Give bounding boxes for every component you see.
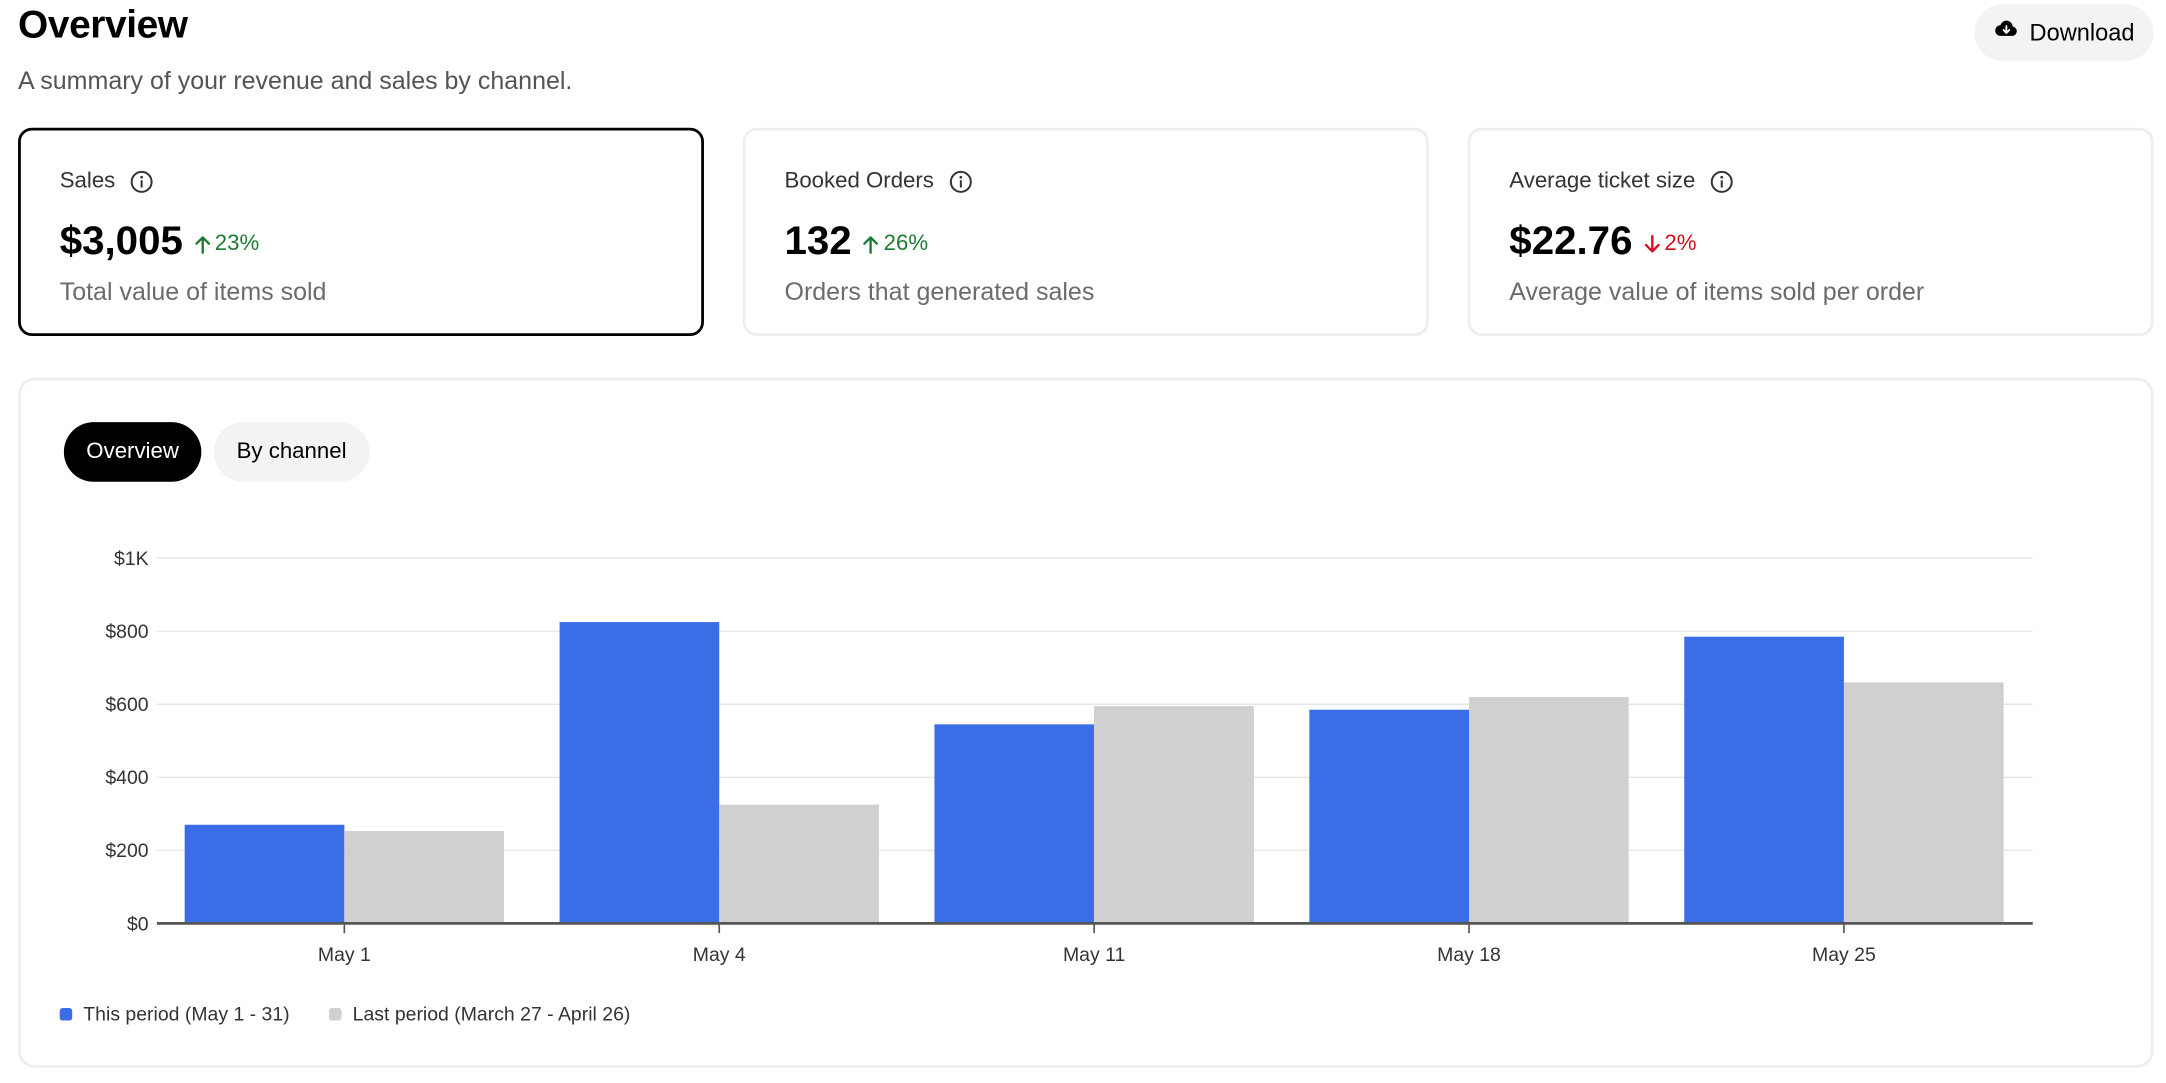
legend-swatch [329, 1007, 342, 1020]
metric-value-row: $3,005 23% [60, 219, 260, 265]
legend-item-this-period: This period (May 1 - 31) [59, 1002, 290, 1025]
metric-value-row: 132 26% [785, 219, 929, 265]
y-tick-label: $1K [114, 548, 149, 570]
bar [1469, 696, 1629, 924]
download-label: Download [2029, 18, 2135, 46]
info-icon[interactable] [129, 169, 154, 194]
bar [184, 824, 345, 924]
y-tick-label: $400 [105, 767, 148, 789]
metric-value: $3,005 [59, 219, 183, 264]
metric-delta-value: 23% [214, 231, 260, 256]
bar [934, 724, 1095, 924]
bar [1684, 636, 1844, 924]
x-tick-label: May 1 [318, 944, 371, 966]
x-tick-label: May 18 [1437, 944, 1501, 966]
metric-label: Sales [59, 169, 116, 194]
metric-value-row: $22.76 2% [1509, 219, 1696, 265]
metric-delta-value: 26% [883, 231, 929, 256]
y-tick-label: $800 [105, 621, 148, 643]
y-tick-label: $600 [105, 694, 148, 716]
metric-delta-value: 2% [1664, 231, 1697, 256]
metric-value: 132 [784, 219, 852, 264]
metric-description: Total value of items sold [59, 277, 327, 306]
metric-label-row: Average ticket size [1509, 169, 1734, 194]
bar [1843, 682, 2004, 924]
cloud-download-icon [1993, 17, 2018, 49]
tab-overview[interactable]: Overview [63, 422, 202, 482]
legend-item-last-period: Last period (March 27 - April 26) [329, 1002, 631, 1025]
chart-panel: Overview By channel $0 $200 $400 $600 $800 $1… [18, 377, 2154, 1068]
revenue-bar-chart: $0 $200 $400 $600 $800 $1K May 1 May 4 May 11 May… [105, 548, 2033, 966]
y-tick-label: $0 [127, 913, 149, 935]
metric-card-booked-orders[interactable]: Booked Orders 132 26% Orders that genera… [742, 127, 1429, 337]
metric-description: Orders that generated sales [784, 277, 1095, 306]
bar [1094, 706, 1254, 924]
arrow-up-icon [863, 236, 879, 254]
bar [559, 622, 720, 924]
metric-label: Average ticket size [1509, 169, 1696, 194]
metric-value: $22.76 [1509, 219, 1633, 264]
info-icon[interactable] [1709, 169, 1734, 194]
x-tick-label: May 25 [1812, 944, 1876, 966]
bar [344, 830, 505, 924]
metric-description: Average value of items sold per order [1509, 277, 1925, 306]
arrow-up-icon [194, 236, 210, 254]
page-title: Overview [18, 2, 188, 46]
arrow-down-icon [1644, 234, 1660, 253]
info-icon[interactable] [948, 169, 973, 194]
metric-label: Booked Orders [784, 169, 934, 194]
bar [1309, 709, 1470, 924]
bar [719, 804, 879, 924]
x-tick-label: May 4 [693, 944, 746, 966]
metric-card-average-ticket-size[interactable]: Average ticket size $22.76 2% Average va… [1467, 127, 2154, 337]
tab-by-channel[interactable]: By channel [213, 422, 370, 482]
metric-delta: 26% [863, 232, 928, 257]
legend-swatch [59, 1007, 73, 1020]
download-button[interactable]: Download [1974, 4, 2154, 62]
page-subtitle: A summary of your revenue and sales by c… [18, 66, 573, 95]
legend-label: Last period (March 27 - April 26) [352, 1002, 631, 1025]
metric-card-sales[interactable]: Sales $3,005 23% Total value of items so… [18, 127, 704, 337]
metric-label-row: Booked Orders [785, 169, 973, 194]
metric-label-row: Sales [60, 169, 154, 194]
metric-delta: 23% [194, 232, 259, 257]
legend-label: This period (May 1 - 31) [83, 1002, 290, 1025]
metric-delta: 2% [1644, 232, 1697, 257]
x-tick-label: May 11 [1063, 944, 1125, 966]
y-tick-label: $200 [105, 840, 148, 862]
